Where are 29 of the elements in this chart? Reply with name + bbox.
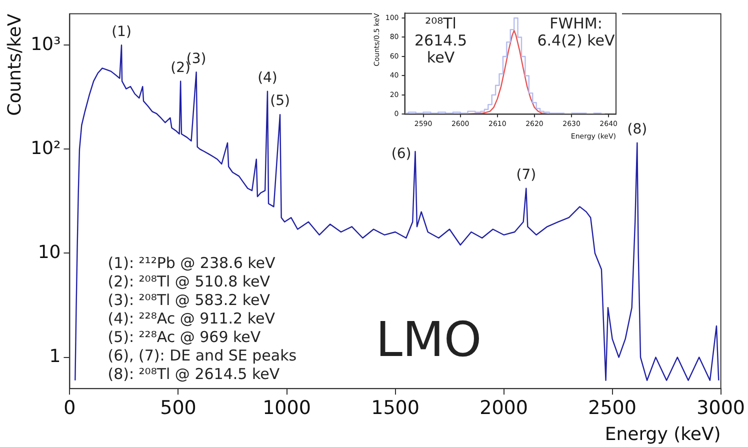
annotation: (5) [270,93,290,110]
annotation: (2): ²⁰⁸Tl @ 510.8 keV [108,272,271,290]
annotation: (6), (7): DE and SE peaks [108,346,297,364]
x-tick-label: 2000 [480,396,528,419]
annotation: (1) [112,24,132,40]
annotation: (8): ²⁰⁸Tl @ 2614.5 keV [108,364,280,383]
annotation: ²⁰⁸Tl 2614.5 keV [414,14,468,67]
x-tick-label: 500 [160,396,196,419]
annotation: (8) [627,122,648,138]
y-tick-label: 1 [49,346,61,367]
annotation: (6) [391,146,412,162]
annotation: (3): ²⁰⁸Tl @ 583.2 keV [108,290,271,309]
annotation: LMO [376,312,482,368]
y-tick-label: 10 [38,242,61,263]
x-tick-label: 3000 [696,396,746,419]
x-axis-title: Energy (keV) [604,424,721,445]
y-tick-label: 10³ [30,34,61,55]
annotation: FWHM: 6.4(2) keV [537,14,616,50]
annotation: (1): ²¹²Pb @ 238.6 keV [108,254,276,272]
annotation: (5): ²²⁸Ac @ 969 keV [108,328,262,346]
annotation: (4) [258,70,278,86]
x-tick-label: 1000 [262,396,311,419]
x-tick-label: 0 [64,396,76,419]
annotation: (4): ²²⁸Ac @ 911.2 keV [108,309,276,328]
x-tick-label: 1500 [371,396,420,419]
y-tick-label: 10² [30,138,61,159]
annotation: (7) [516,167,536,184]
x-tick-label: 2500 [588,396,636,419]
y-axis-title: Counts/keV [4,13,26,116]
